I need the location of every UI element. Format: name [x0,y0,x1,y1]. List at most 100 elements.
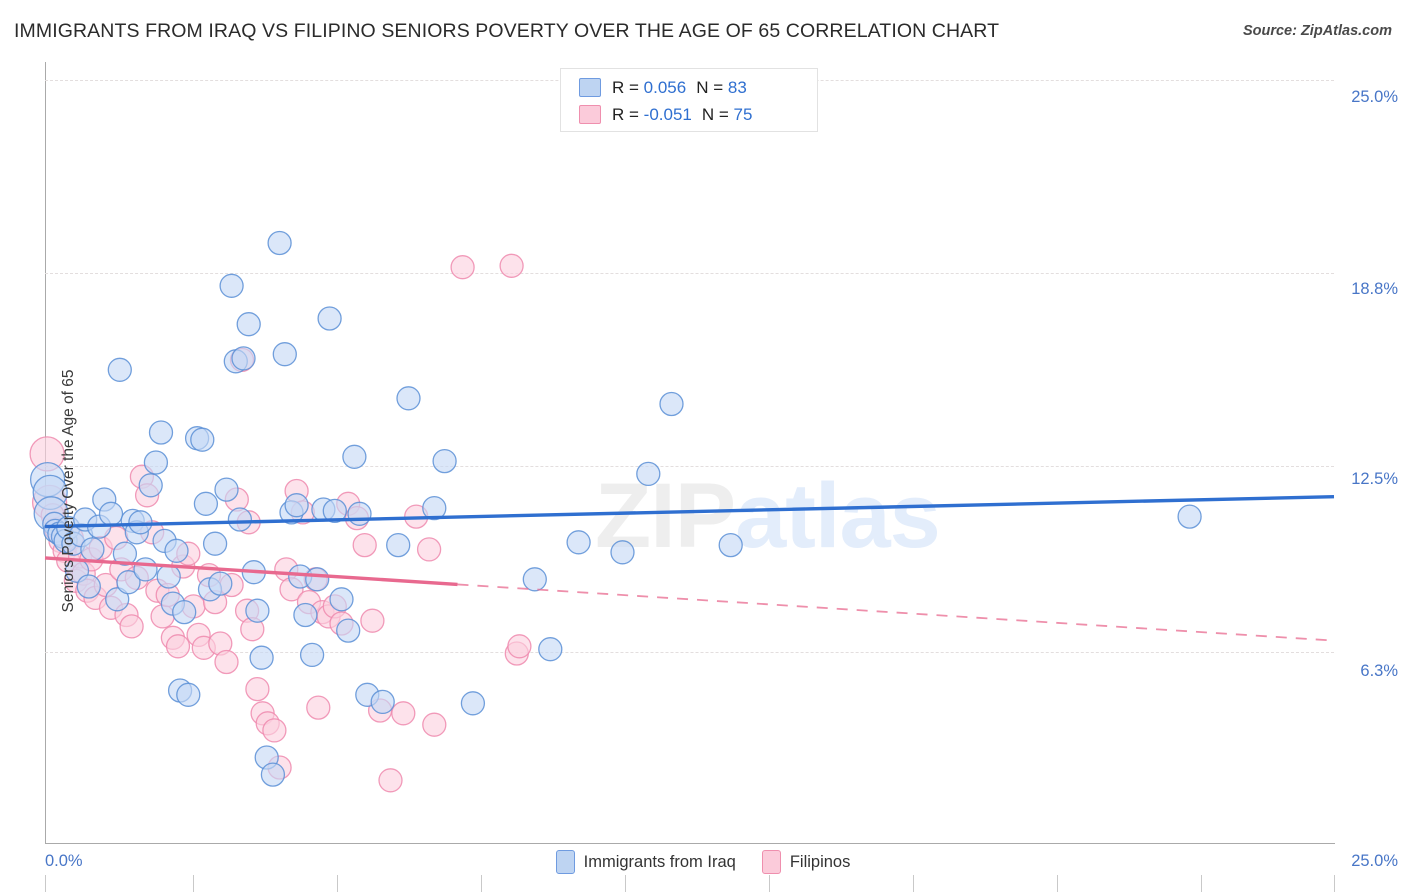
data-point [190,427,215,452]
data-point [636,461,661,487]
data-point [610,540,635,565]
data-point [76,574,101,599]
pink-stats-text: R = -0.051 N = 75 [612,105,752,125]
data-point [460,691,486,716]
blue-r-label: R = [612,77,644,97]
blue-r-value: 0.056 [643,77,687,97]
data-point [329,587,354,612]
x-tick [1057,875,1058,892]
data-point [98,501,124,526]
pink-n-value: 75 [733,104,753,124]
data-point [272,342,297,367]
data-point [208,571,233,596]
data-point [164,538,189,563]
data-point [306,695,331,720]
legend-item-immigrants-from-iraq[interactable]: Immigrants from Iraq [555,850,736,874]
pink-trendline-dashed [457,583,1335,642]
data-point [396,386,421,411]
data-point [262,718,287,743]
x-tick [337,875,338,892]
data-point [450,255,475,280]
stats-row-blue: R = 0.056 N = 83 [579,74,817,101]
data-point [507,634,532,659]
data-point [499,253,524,278]
pink-legend-swatch-icon [761,850,781,874]
pink-r-label: R = [612,104,644,124]
blue-n-value: 83 [727,77,747,97]
blue-legend-swatch-icon [555,850,575,874]
data-point [336,618,361,643]
data-point [432,448,457,474]
gridline-6-3 [45,652,1334,653]
data-point [231,346,256,371]
data-point [227,507,253,532]
legend-label-immigrants-from-iraq: Immigrants from Iraq [583,852,736,871]
data-point [116,570,141,595]
x-tick [769,875,770,892]
pink-n-label: N = [701,104,734,124]
data-point [260,762,286,787]
data-point [347,501,372,526]
pink-series-swatch-icon [579,105,601,124]
series-points-immigrants-from-iraq [29,230,1202,787]
plot-area: ZIPatlas Seniors Poverty Over the Age of… [29,62,1335,892]
data-point [202,531,228,556]
data-point [176,682,201,707]
gridline-18-8 [45,273,1334,274]
correlation-stats-box: R = 0.056 N = 83 R = -0.051 N = 75 [560,68,818,132]
data-point [245,676,270,702]
legend-item-filipinos[interactable]: Filipinos [761,850,851,874]
y-tick-label-18-8: 18.8% [1351,280,1398,298]
data-point [422,712,447,737]
data-point [119,614,144,639]
x-tick-label-max: 25.0% [1351,852,1398,870]
y-tick-label-25: 25.0% [1351,88,1398,106]
x-tick [913,875,914,892]
data-point [522,567,547,592]
data-point [718,532,743,558]
blue-stats-text: R = 0.056 N = 83 [612,78,747,98]
data-point [391,701,416,726]
data-point [236,312,261,337]
data-point [342,444,367,469]
data-point [422,495,447,521]
x-tick [481,875,482,892]
data-point [360,608,385,633]
legend-label-filipinos: Filipinos [789,852,851,871]
scatter-plot-canvas [29,230,1335,793]
data-point [219,273,244,298]
data-point [105,587,130,612]
data-point [112,541,138,566]
data-point [299,642,325,668]
data-point [370,689,395,715]
x-tick [625,875,626,892]
data-point [284,493,309,518]
pink-r-value: -0.051 [643,104,692,124]
data-point [80,537,105,562]
data-point [249,645,274,670]
data-point [566,530,591,555]
data-point [214,477,239,502]
blue-series-swatch-icon [579,78,601,97]
data-point [267,230,292,256]
data-point [352,532,377,558]
data-point [143,450,169,475]
data-point [193,491,219,516]
stats-row-pink: R = -0.051 N = 75 [579,101,817,128]
x-tick-label-min: 0.0% [45,852,83,870]
gridline-12-5 [45,466,1334,467]
x-tick [1334,875,1335,892]
data-point [293,602,318,628]
data-point [305,567,330,592]
data-point [148,420,174,445]
data-point [107,357,132,382]
pink-trendline-solid [44,556,458,587]
y-tick-label-12-5: 12.5% [1351,470,1398,488]
data-point [138,473,163,498]
source-attribution: Source: ZipAtlas.com [1242,23,1392,39]
data-point [128,510,153,535]
data-point [133,557,158,582]
series-legend: Immigrants from Iraq Filipinos [0,850,1406,874]
x-tick [45,875,46,892]
